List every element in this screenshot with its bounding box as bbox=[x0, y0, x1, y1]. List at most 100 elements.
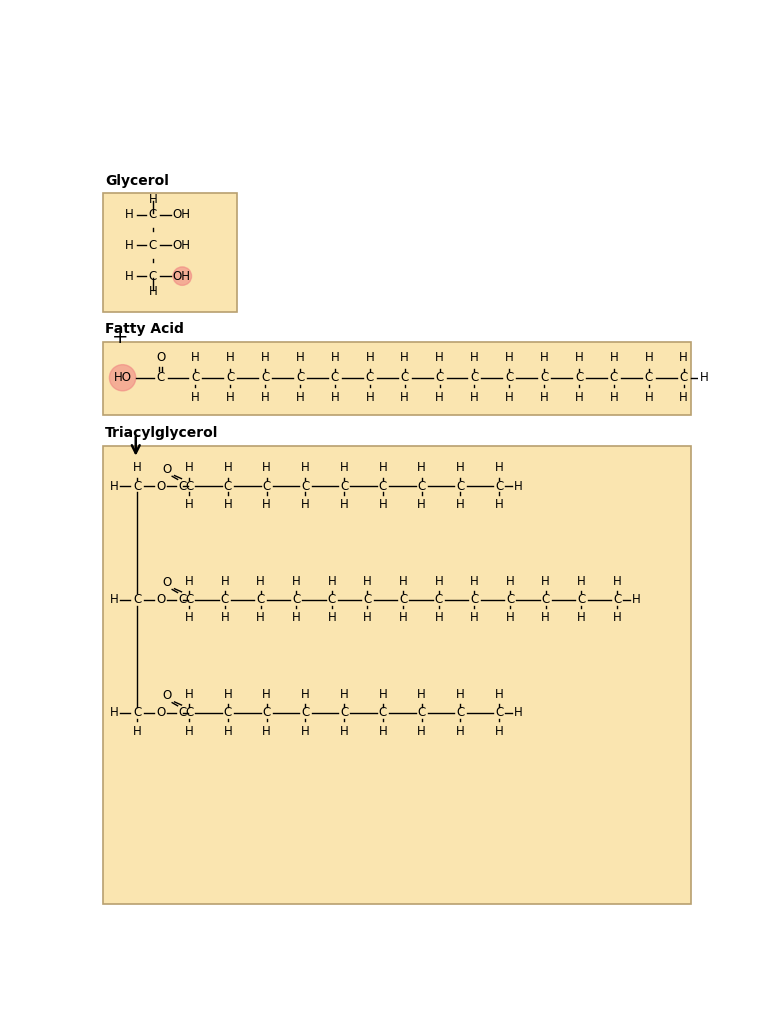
Text: C: C bbox=[680, 372, 688, 384]
Text: C: C bbox=[417, 707, 426, 719]
Text: C: C bbox=[185, 480, 193, 493]
Text: H: H bbox=[417, 462, 426, 474]
Text: C: C bbox=[540, 372, 549, 384]
Text: C: C bbox=[178, 480, 186, 493]
Text: H: H bbox=[365, 351, 374, 365]
Text: H: H bbox=[506, 574, 514, 588]
Text: H: H bbox=[417, 499, 426, 511]
Text: C: C bbox=[149, 239, 157, 252]
Text: H: H bbox=[435, 351, 444, 365]
Text: H: H bbox=[495, 725, 504, 737]
Text: H: H bbox=[226, 351, 234, 365]
Text: C: C bbox=[495, 480, 504, 493]
Text: H: H bbox=[296, 391, 304, 404]
Text: H: H bbox=[632, 593, 641, 606]
Text: H: H bbox=[470, 611, 479, 625]
Text: C: C bbox=[456, 707, 465, 719]
Text: C: C bbox=[292, 593, 300, 606]
Text: H: H bbox=[261, 391, 269, 404]
Text: H: H bbox=[612, 574, 622, 588]
Text: C: C bbox=[149, 269, 157, 283]
Text: H: H bbox=[365, 391, 374, 404]
Text: C: C bbox=[470, 593, 479, 606]
Text: H: H bbox=[470, 351, 479, 365]
Text: C: C bbox=[327, 593, 336, 606]
Text: H: H bbox=[191, 351, 199, 365]
Text: H: H bbox=[256, 611, 265, 625]
Text: OH: OH bbox=[172, 239, 190, 252]
Text: H: H bbox=[185, 499, 193, 511]
Text: C: C bbox=[178, 707, 186, 719]
Text: OH: OH bbox=[172, 208, 190, 221]
Text: H: H bbox=[109, 480, 119, 493]
Text: H: H bbox=[644, 391, 653, 404]
Text: C: C bbox=[613, 593, 621, 606]
Text: C: C bbox=[495, 707, 504, 719]
Text: H: H bbox=[125, 269, 134, 283]
Text: O: O bbox=[156, 480, 165, 493]
Text: H: H bbox=[514, 707, 523, 719]
Text: H: H bbox=[301, 499, 310, 511]
Text: H: H bbox=[610, 351, 618, 365]
Text: C: C bbox=[133, 480, 141, 493]
Text: C: C bbox=[296, 372, 304, 384]
Text: C: C bbox=[223, 707, 232, 719]
Text: H: H bbox=[261, 351, 269, 365]
Text: C: C bbox=[435, 593, 443, 606]
Text: H: H bbox=[542, 611, 550, 625]
Text: H: H bbox=[363, 574, 372, 588]
Text: H: H bbox=[540, 391, 549, 404]
Text: H: H bbox=[185, 462, 193, 474]
Text: H: H bbox=[612, 611, 622, 625]
Text: H: H bbox=[185, 688, 193, 700]
Text: H: H bbox=[148, 193, 158, 206]
Text: C: C bbox=[220, 593, 229, 606]
Text: H: H bbox=[379, 499, 387, 511]
FancyBboxPatch shape bbox=[103, 193, 237, 312]
Text: H: H bbox=[514, 480, 523, 493]
Text: C: C bbox=[262, 480, 271, 493]
Text: H: H bbox=[327, 574, 336, 588]
Text: H: H bbox=[506, 611, 514, 625]
Text: C: C bbox=[505, 372, 514, 384]
Text: C: C bbox=[542, 593, 550, 606]
Text: H: H bbox=[456, 725, 465, 737]
Text: H: H bbox=[191, 391, 199, 404]
Text: C: C bbox=[577, 593, 586, 606]
Text: C: C bbox=[365, 372, 374, 384]
Text: H: H bbox=[456, 462, 465, 474]
Text: C: C bbox=[331, 372, 339, 384]
FancyBboxPatch shape bbox=[103, 342, 691, 415]
Text: H: H bbox=[256, 574, 265, 588]
Text: H: H bbox=[399, 611, 407, 625]
Text: H: H bbox=[679, 351, 688, 365]
Text: H: H bbox=[435, 574, 443, 588]
Text: C: C bbox=[256, 593, 265, 606]
Text: H: H bbox=[327, 611, 336, 625]
Text: C: C bbox=[261, 372, 269, 384]
Text: H: H bbox=[226, 391, 234, 404]
Text: C: C bbox=[185, 707, 193, 719]
Text: Fatty Acid: Fatty Acid bbox=[105, 323, 184, 336]
Text: C: C bbox=[363, 593, 372, 606]
Text: H: H bbox=[340, 499, 348, 511]
Circle shape bbox=[109, 365, 136, 391]
Text: H: H bbox=[400, 351, 409, 365]
Text: H: H bbox=[435, 611, 443, 625]
Text: H: H bbox=[185, 611, 193, 625]
Text: Glycerol: Glycerol bbox=[105, 173, 168, 187]
Text: H: H bbox=[577, 611, 586, 625]
Text: H: H bbox=[340, 462, 348, 474]
Text: H: H bbox=[542, 574, 550, 588]
Text: H: H bbox=[495, 499, 504, 511]
Text: H: H bbox=[456, 499, 465, 511]
Text: C: C bbox=[340, 707, 348, 719]
Text: H: H bbox=[495, 462, 504, 474]
Text: H: H bbox=[292, 611, 300, 625]
Text: H: H bbox=[379, 688, 387, 700]
Text: H: H bbox=[185, 574, 193, 588]
Text: H: H bbox=[223, 462, 232, 474]
Text: C: C bbox=[575, 372, 584, 384]
Text: C: C bbox=[399, 593, 407, 606]
Text: C: C bbox=[301, 480, 310, 493]
